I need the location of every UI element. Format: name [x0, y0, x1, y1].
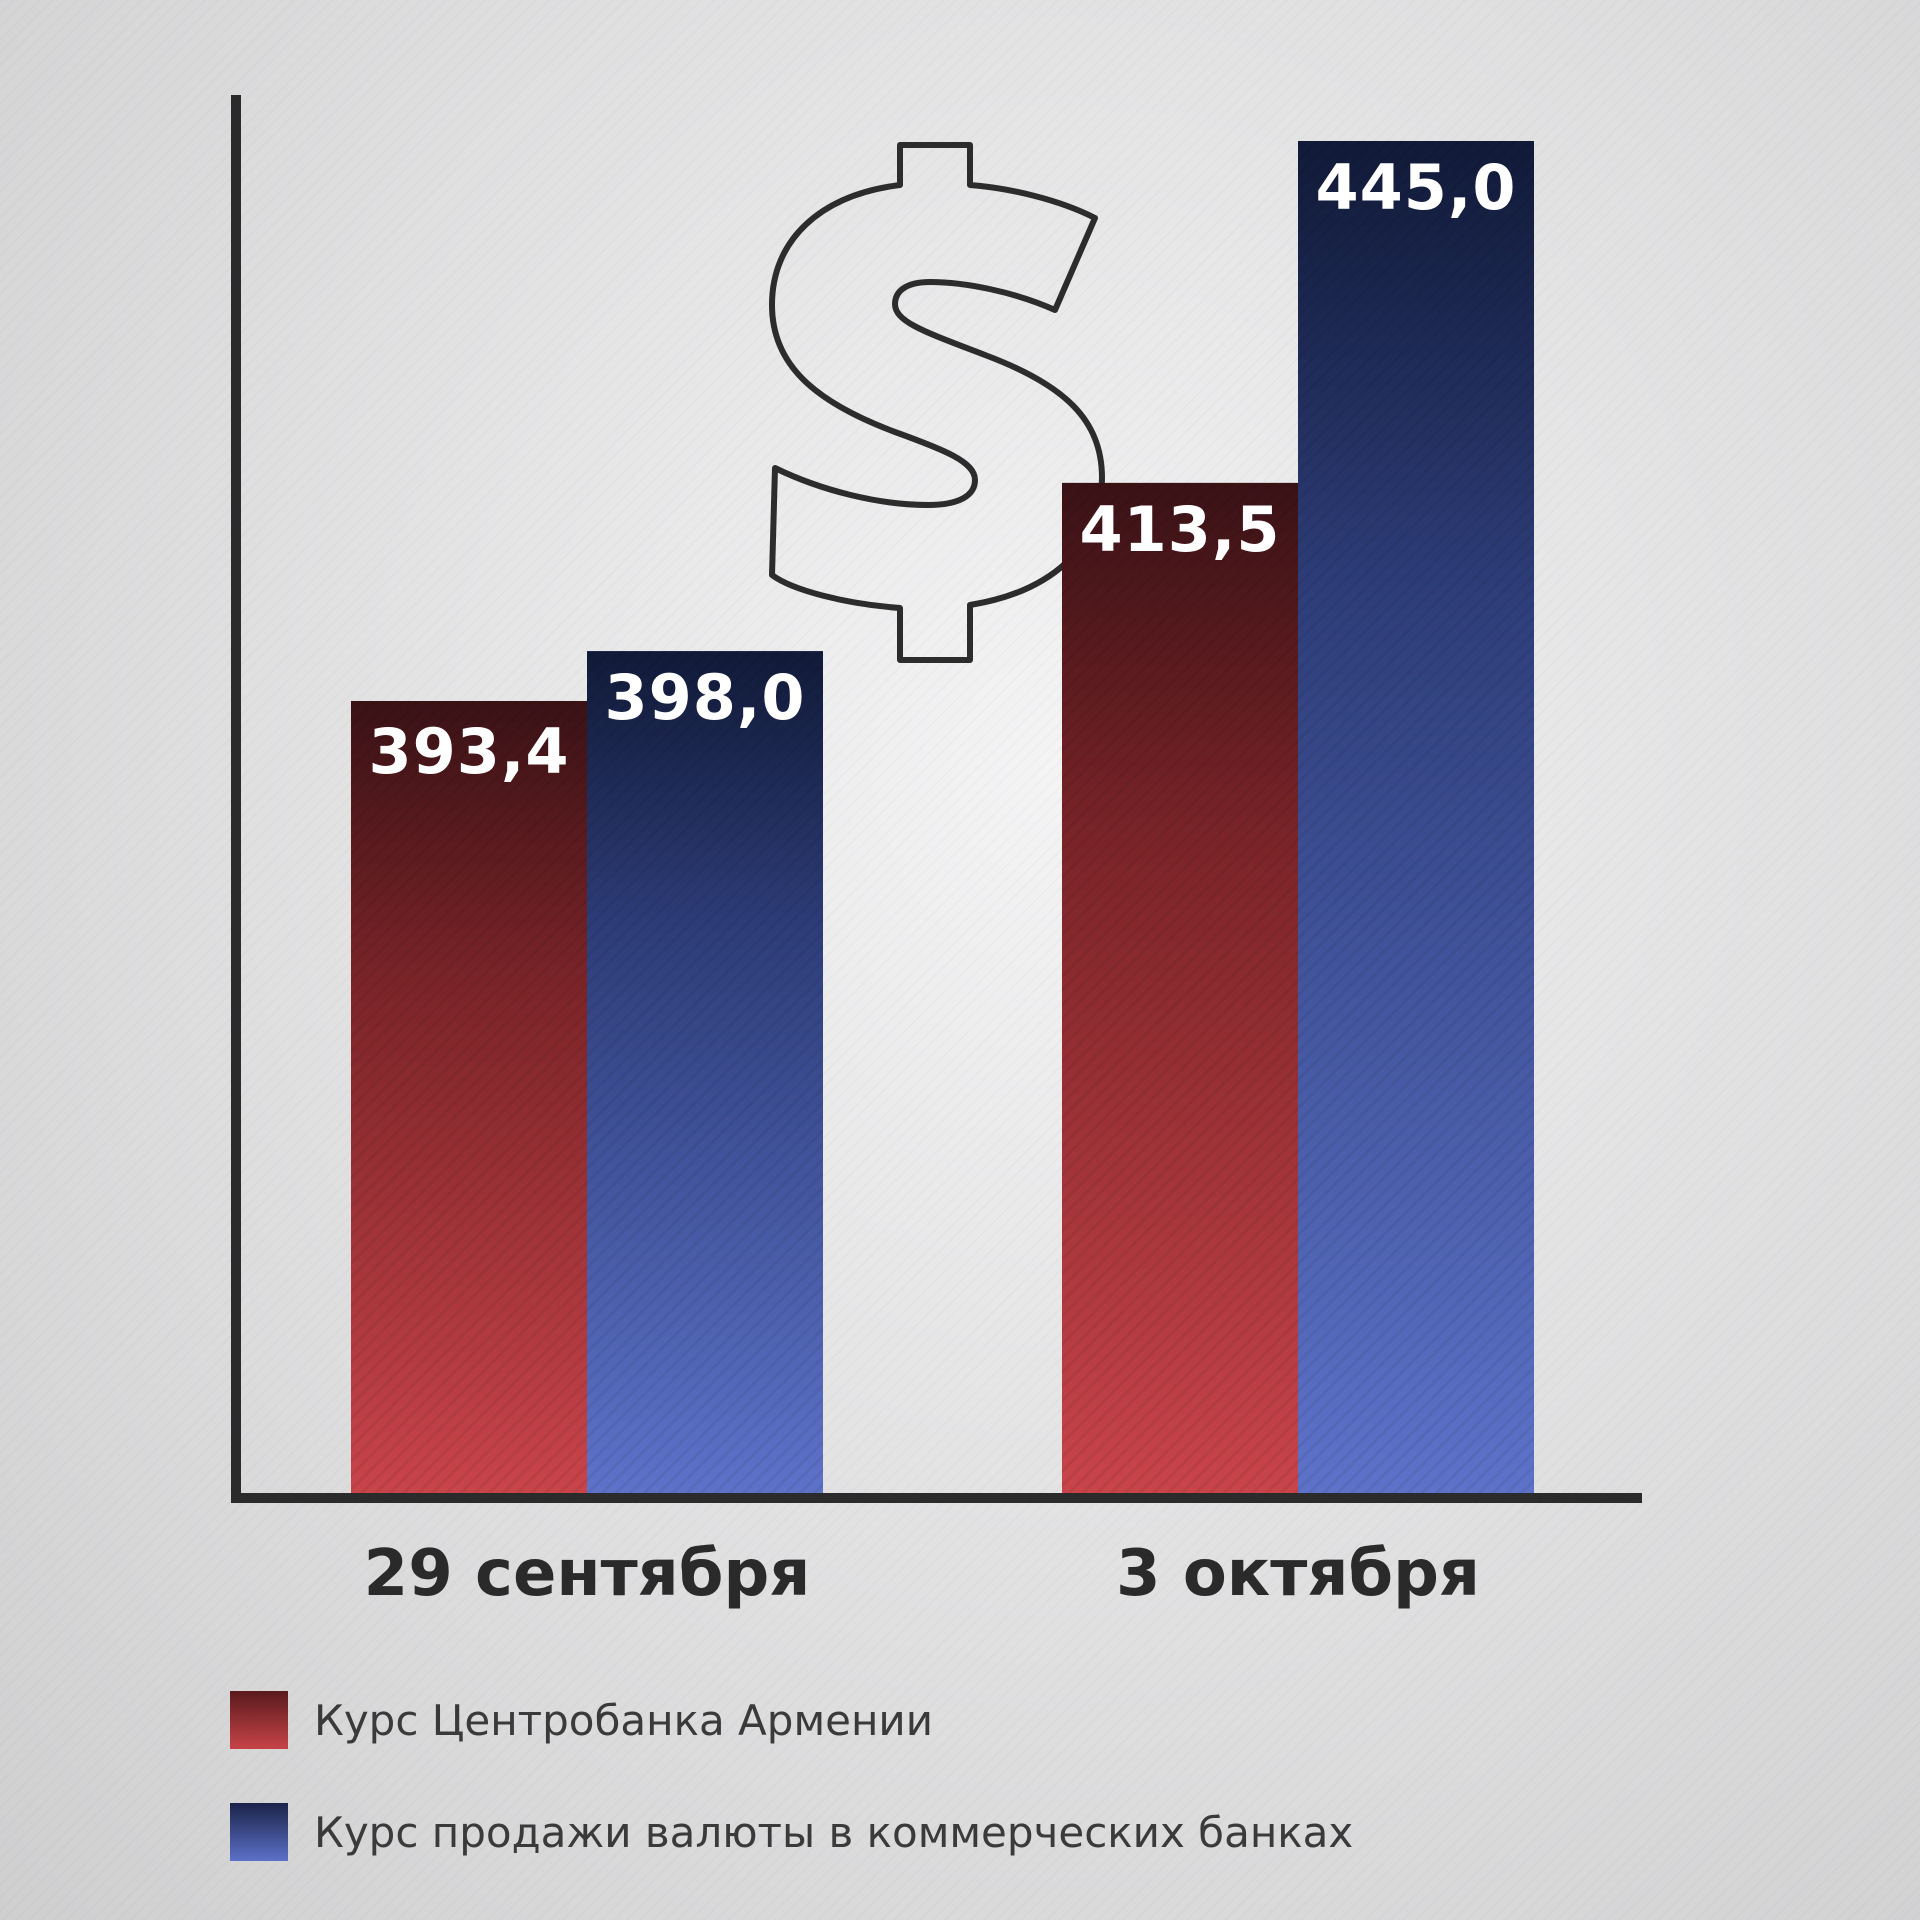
bar-value-label: 413,5: [1079, 493, 1280, 566]
bar-value-label: 393,4: [368, 715, 569, 788]
dollar-icon: [769, 142, 1105, 663]
bar-texture: [1298, 141, 1534, 1493]
category-labels-layer: 29 сентября 3 октября: [364, 1537, 1480, 1611]
category-label: 3 октября: [1116, 1537, 1480, 1611]
legend: Курс Центробанка Армении Курс продажи ва…: [230, 1690, 1353, 1914]
legend-label: Курс Центробанка Армении: [314, 1695, 934, 1745]
bar-value-label: 445,0: [1315, 151, 1516, 224]
legend-swatch-red: [230, 1691, 288, 1749]
legend-item-commercial-banks: Курс продажи валюты в коммерческих банка…: [230, 1802, 1353, 1862]
legend-swatch-blue: [230, 1803, 288, 1861]
bar-value-label: 398,0: [604, 661, 805, 734]
value-labels-layer: 393,4 398,0 413,5 445,0: [368, 151, 1516, 788]
legend-item-central-bank: Курс Центробанка Армении: [230, 1690, 1353, 1750]
bars-layer: [351, 141, 1534, 1493]
legend-label: Курс продажи валюты в коммерческих банка…: [314, 1807, 1354, 1857]
bar-texture: [351, 701, 587, 1493]
category-label: 29 сентября: [364, 1537, 811, 1611]
bar-texture: [587, 651, 823, 1493]
bar-texture: [1062, 482, 1298, 1493]
